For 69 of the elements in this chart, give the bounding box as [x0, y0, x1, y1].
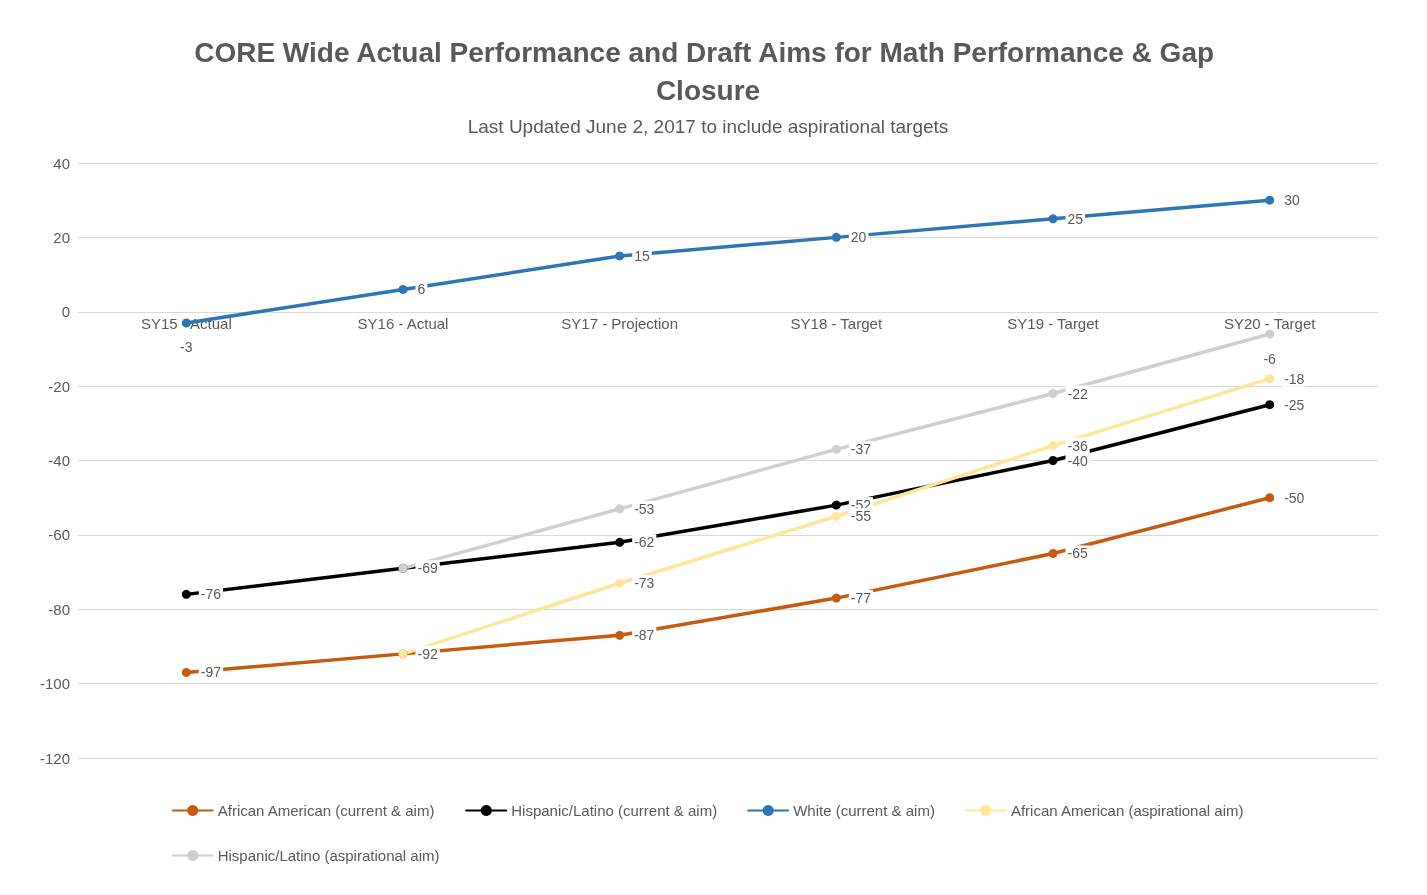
point: [398, 284, 408, 294]
data-label: -92: [417, 645, 438, 662]
data-label: 20: [850, 229, 867, 246]
x-tick-label: SY16 - Actual: [357, 314, 449, 332]
data-label: 6: [417, 281, 426, 298]
x-tick-label: SY20 - Target: [1223, 314, 1317, 332]
x-tick-label: SY19 - Target: [1007, 314, 1100, 332]
y-tick-label: -40: [48, 452, 70, 469]
point: [831, 444, 841, 454]
data-label: -3: [180, 339, 193, 356]
point: [831, 232, 841, 242]
point: [1048, 456, 1058, 465]
data-label: -36: [1067, 437, 1088, 454]
data-label: -76: [200, 586, 222, 603]
point: [1048, 441, 1058, 451]
y-tick-label: -80: [48, 600, 70, 618]
data-label: -53: [634, 500, 655, 517]
data-label: -25: [1284, 396, 1305, 413]
data-label: -77: [850, 590, 872, 607]
data-label: -62: [634, 534, 655, 551]
point: [831, 593, 841, 603]
y-tick-label: -60: [48, 526, 70, 544]
data-label: -97: [200, 664, 222, 681]
x-tick-label: SY18 - Target: [790, 314, 883, 332]
data-label: -6: [1263, 350, 1277, 367]
legend-label: Hispanic/Latino (current & aim): [511, 802, 718, 819]
y-tick-label: -120: [39, 749, 70, 767]
point: [615, 504, 625, 514]
data-label: 15: [634, 247, 650, 264]
data-label: -73: [634, 575, 655, 592]
legend-label: African American (current & aim): [217, 802, 435, 819]
data-label: -65: [1067, 545, 1088, 562]
point: [831, 500, 841, 510]
point: [181, 589, 191, 599]
point: [1048, 214, 1058, 224]
y-tick-label: 40: [53, 154, 70, 172]
point: [1048, 389, 1058, 399]
data-label: -50: [1284, 489, 1305, 506]
data-label: -22: [1067, 385, 1088, 402]
data-label: -40: [1067, 452, 1088, 469]
y-tick-label: 0: [61, 303, 70, 321]
chart-title: CORE Wide Actual Performance and Draft Aims for Math Performance & Gap Closure: [194, 36, 1222, 106]
y-tick-label: 20: [53, 228, 70, 246]
point: [615, 537, 625, 547]
data-label: -69: [417, 560, 438, 577]
point: [1265, 400, 1275, 410]
point: [615, 630, 625, 640]
point: [615, 251, 625, 261]
chart-subtitle: Last Updated June 2, 2017 to include aspirational targets: [467, 116, 949, 137]
data-label: 25: [1067, 210, 1084, 227]
data-label: -37: [850, 441, 872, 458]
data-label: -18: [1284, 370, 1305, 387]
legend-label: White (current & aim): [793, 802, 935, 819]
point: [1265, 374, 1275, 384]
point: [831, 511, 841, 521]
point: [181, 667, 191, 677]
data-label: -55: [850, 508, 872, 525]
legend-label: African American (aspirational aim): [1010, 802, 1244, 819]
point: [615, 578, 625, 588]
y-tick-label: -100: [39, 675, 70, 693]
x-tick-label: SY17 - Projection: [561, 314, 679, 332]
point: [1265, 493, 1275, 503]
point: [1048, 548, 1058, 558]
point: [1265, 195, 1275, 205]
y-tick-label: -20: [48, 377, 70, 395]
data-label: 30: [1284, 192, 1300, 209]
point: [1265, 329, 1275, 339]
legend-label: Hispanic/Latino (aspirational aim): [217, 847, 440, 864]
data-label: -87: [634, 627, 655, 644]
